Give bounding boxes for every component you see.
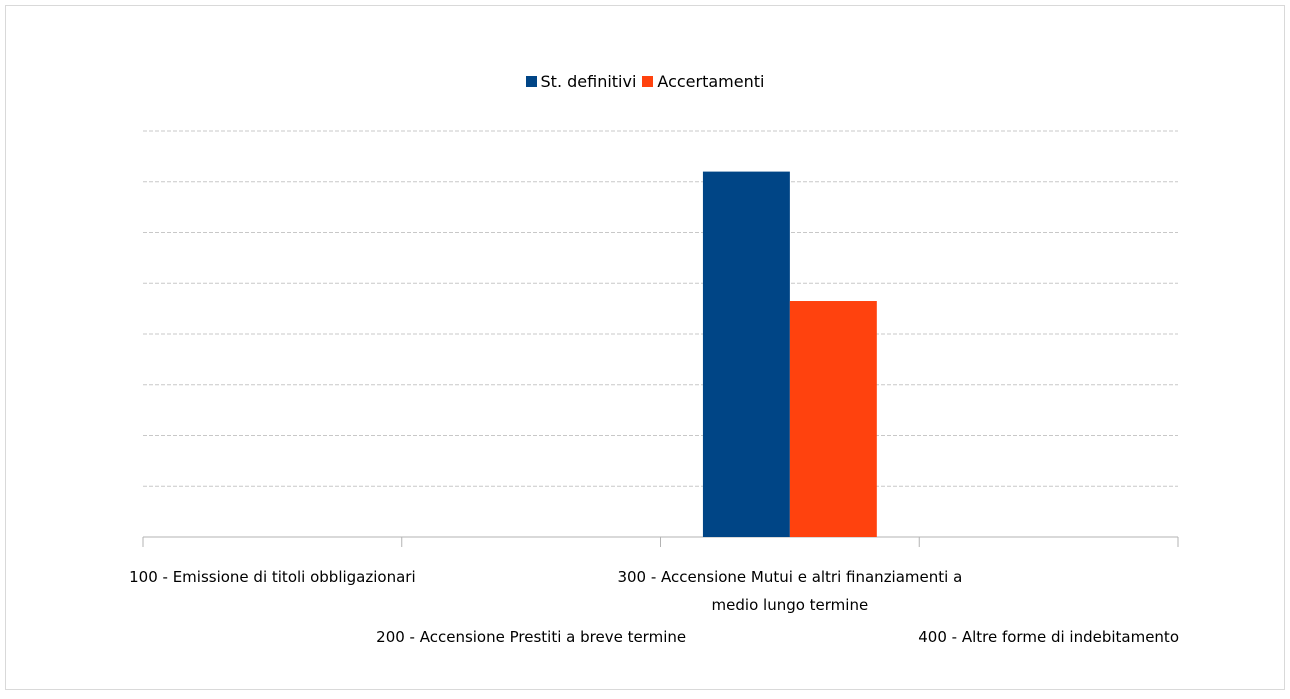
legend-label: Accertamenti: [657, 72, 765, 91]
bar: [702, 171, 790, 537]
frame: [5, 5, 1285, 690]
legend-swatch: [642, 76, 654, 87]
x-tick-label: 200 - Accensione Prestiti a breve termin…: [376, 628, 687, 646]
legend-item: St. definitivi: [525, 72, 637, 91]
legend-item: Accertamenti: [642, 72, 764, 91]
legend-swatch: [525, 76, 537, 87]
x-tick-label: 100 - Emissione di titoli obbligazionari: [129, 568, 416, 586]
legend-label: St. definitivi: [540, 72, 637, 91]
legend: St. definitivi Accertamenti: [0, 72, 1290, 91]
bar: [789, 301, 877, 537]
x-tick-label: 300 - Accensione Mutui e altri finanziam…: [617, 568, 963, 614]
x-tick-label: 400 - Altre forme di indebitamento: [918, 628, 1179, 646]
